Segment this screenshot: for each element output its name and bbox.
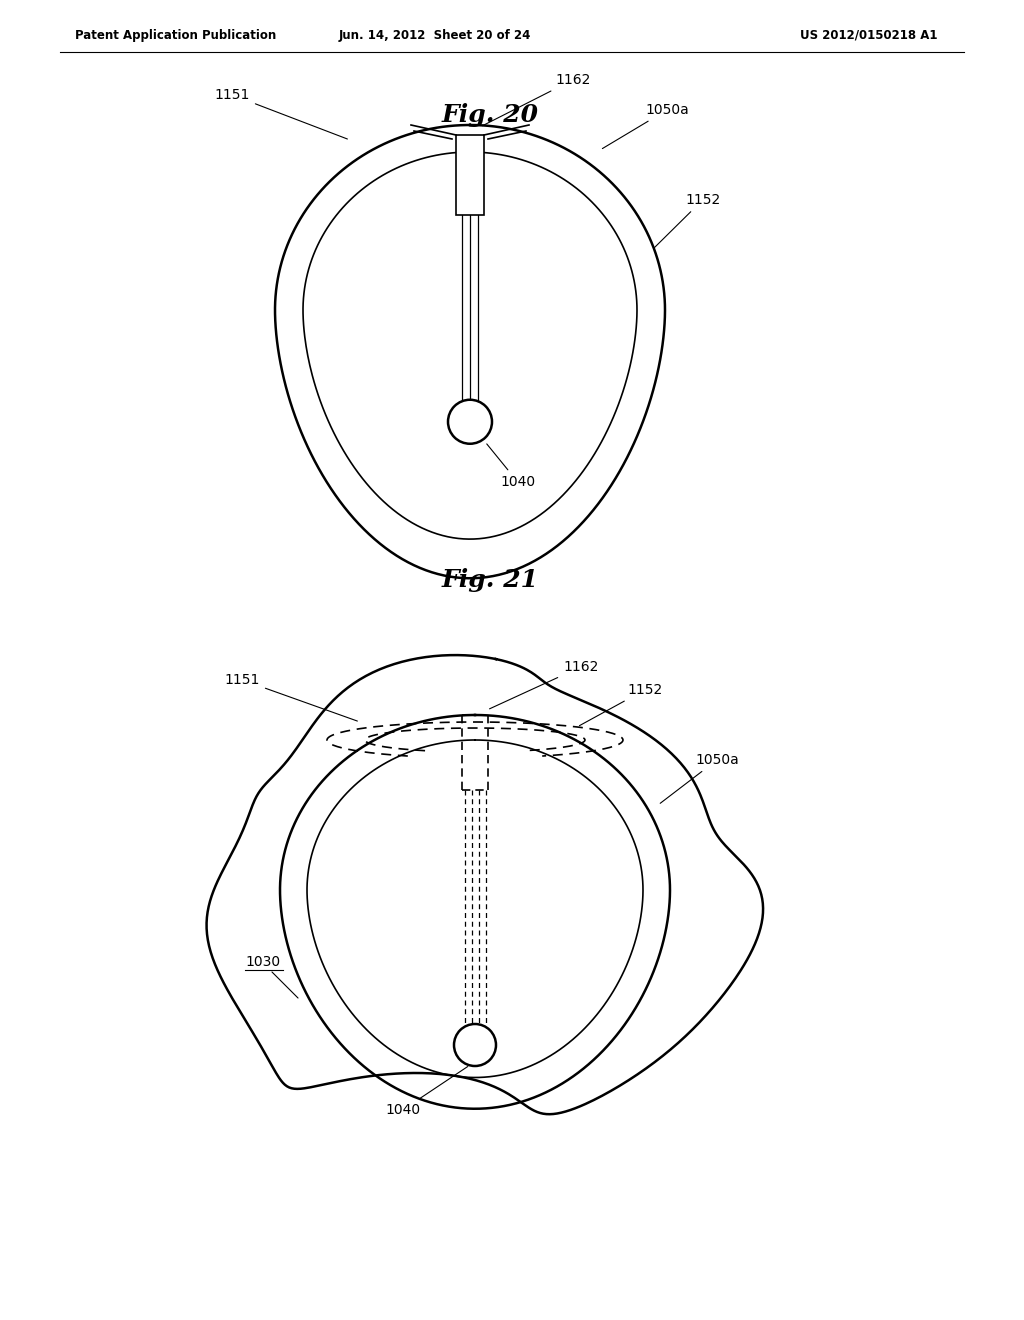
- Circle shape: [449, 400, 492, 444]
- Text: 1162: 1162: [489, 660, 598, 709]
- Text: 1040: 1040: [385, 1067, 468, 1117]
- Text: 1050a: 1050a: [660, 752, 738, 804]
- Text: 1151: 1151: [224, 673, 357, 721]
- Text: Jun. 14, 2012  Sheet 20 of 24: Jun. 14, 2012 Sheet 20 of 24: [339, 29, 531, 41]
- Text: US 2012/0150218 A1: US 2012/0150218 A1: [800, 29, 938, 41]
- Text: 1152: 1152: [580, 682, 663, 726]
- Text: 1162: 1162: [482, 73, 591, 125]
- Text: Fig. 20: Fig. 20: [441, 103, 539, 127]
- Circle shape: [454, 1024, 496, 1067]
- Text: 1050a: 1050a: [602, 103, 689, 149]
- Text: Fig. 21: Fig. 21: [441, 568, 539, 591]
- Text: 1030: 1030: [245, 954, 281, 969]
- Text: 1151: 1151: [215, 88, 347, 139]
- Text: 1040: 1040: [486, 444, 536, 488]
- Text: 1152: 1152: [654, 193, 720, 248]
- Polygon shape: [456, 135, 484, 215]
- Text: Patent Application Publication: Patent Application Publication: [75, 29, 276, 41]
